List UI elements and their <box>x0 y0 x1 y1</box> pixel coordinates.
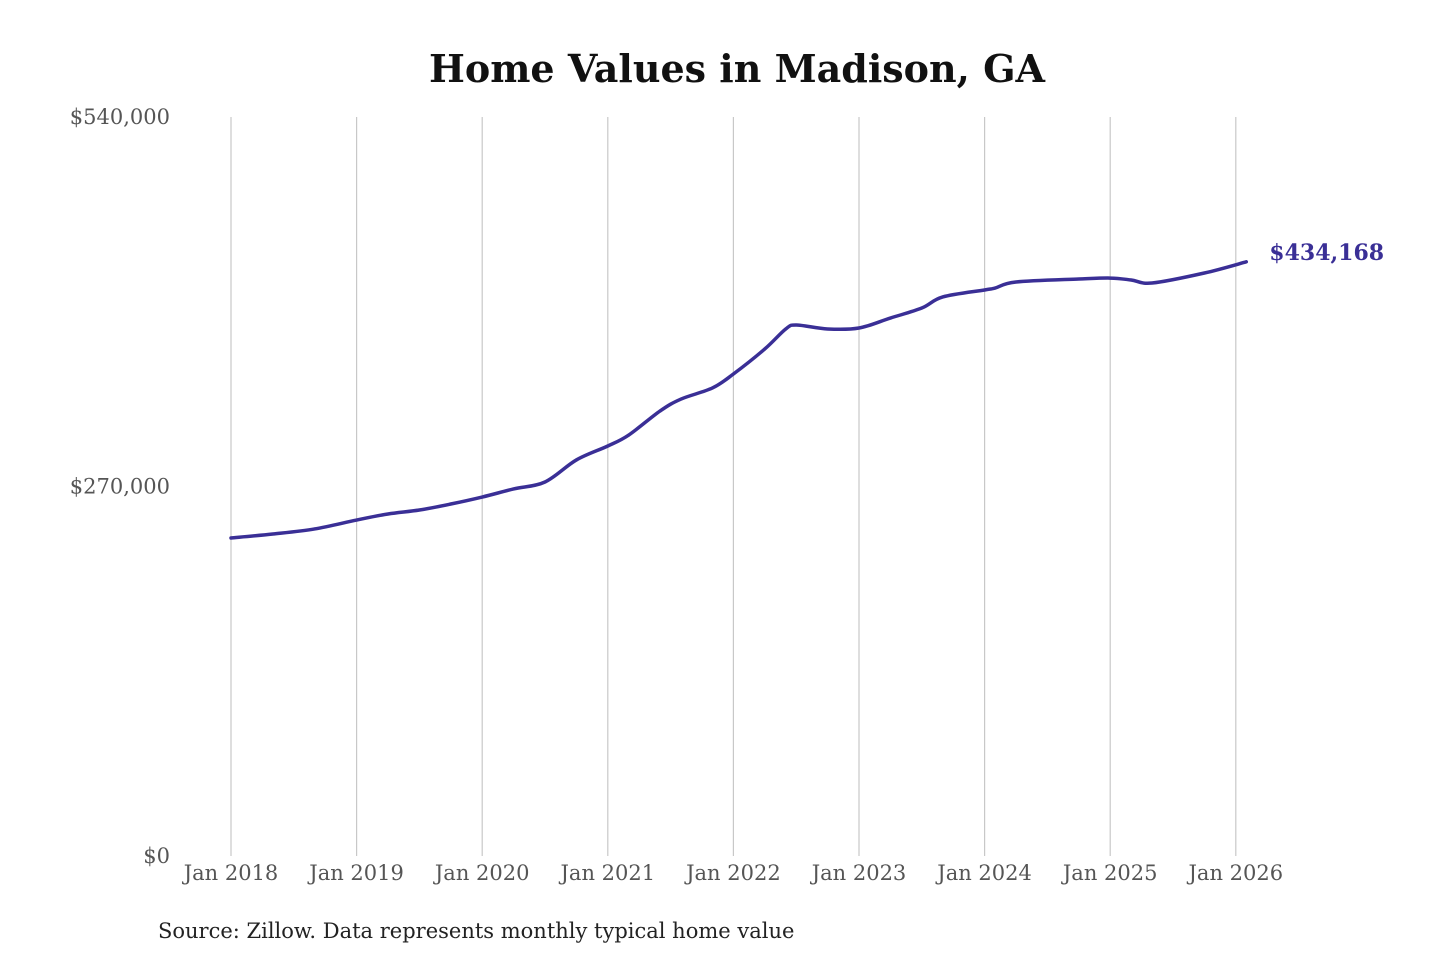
data-point <box>386 512 390 516</box>
data-point <box>857 326 861 330</box>
x-axis: Jan 2018 Jan 2019 Jan 2020 Jan 2021 Jan 2022… <box>182 861 1283 885</box>
data-point <box>1014 280 1018 284</box>
data-point <box>1202 271 1206 275</box>
data-point <box>710 386 714 390</box>
source-note: Source: Zillow. Data represents monthly … <box>158 919 794 943</box>
data-point <box>627 433 631 437</box>
data-point <box>731 372 735 376</box>
x-tick-label: Jan 2023 <box>810 861 907 885</box>
data-point <box>271 532 275 536</box>
data-point <box>993 286 997 290</box>
y-tick-label: $540,000 <box>70 105 170 129</box>
chart-title: Home Values in Madison, GA <box>429 46 1046 91</box>
end-value-label: $434,168 <box>1269 240 1384 266</box>
x-tick-label: Jan 2022 <box>684 861 781 885</box>
data-point <box>983 288 987 292</box>
data-point <box>763 347 767 351</box>
data-point <box>888 316 892 320</box>
y-tick-label: $0 <box>143 844 170 868</box>
y-tick-label: $270,000 <box>70 475 170 499</box>
series-line <box>229 260 1249 540</box>
data-point <box>941 295 945 299</box>
data-point <box>229 536 233 540</box>
data-point <box>679 397 683 401</box>
data-points <box>229 260 1248 540</box>
data-point <box>784 327 788 331</box>
data-point <box>449 502 453 506</box>
data-point <box>1108 276 1112 280</box>
data-point <box>1150 281 1154 285</box>
data-point <box>794 323 798 327</box>
data-point <box>1077 277 1081 281</box>
y-axis: $540,000 $270,000 $0 <box>70 105 170 868</box>
data-point <box>1129 278 1133 282</box>
data-point <box>512 487 516 491</box>
data-point <box>606 444 610 448</box>
data-point <box>480 495 484 499</box>
x-tick-label: Jan 2018 <box>182 861 279 885</box>
x-tick-label: Jan 2019 <box>307 861 404 885</box>
x-tick-label: Jan 2021 <box>559 861 656 885</box>
x-tick-label: Jan 2024 <box>935 861 1032 885</box>
x-tick-label: Jan 2025 <box>1061 861 1158 885</box>
data-point <box>313 527 317 531</box>
data-point <box>920 306 924 310</box>
data-point <box>826 327 830 331</box>
data-point <box>658 409 662 413</box>
data-point <box>574 458 578 462</box>
data-point <box>417 508 421 512</box>
x-tick-label: Jan 2020 <box>433 861 530 885</box>
x-tick-label: Jan 2026 <box>1187 861 1284 885</box>
data-point <box>355 518 359 522</box>
grid-lines <box>230 117 1237 856</box>
data-point <box>543 480 547 484</box>
data-point <box>1244 260 1248 264</box>
